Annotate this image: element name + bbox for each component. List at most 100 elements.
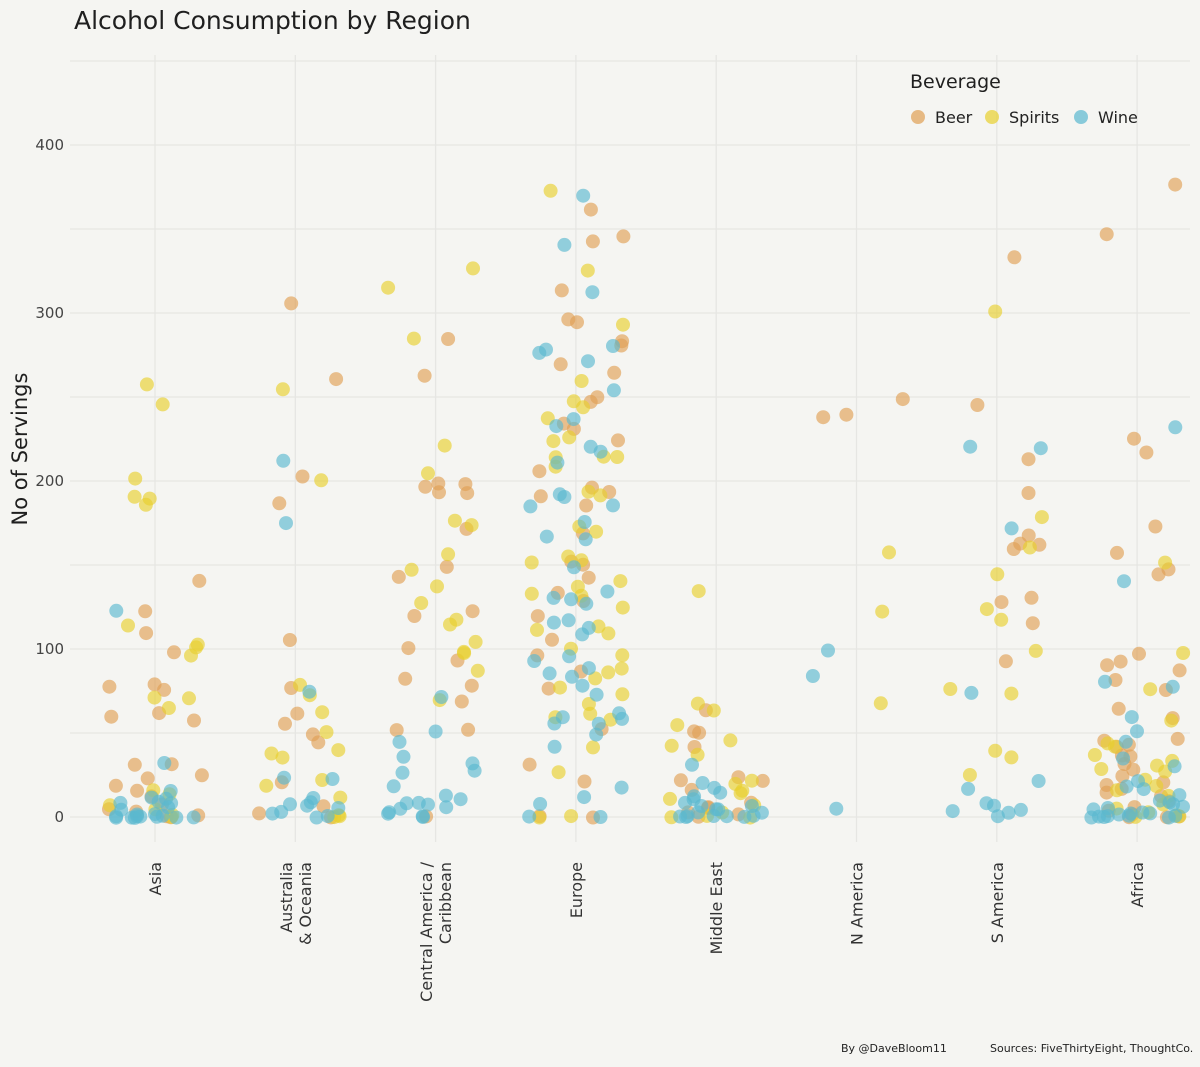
point-beer (130, 783, 145, 798)
point-wine (1124, 710, 1139, 725)
point-spirits (447, 513, 462, 528)
point-wine (386, 779, 401, 794)
point-beer (1151, 567, 1166, 582)
point-wine (157, 756, 172, 770)
point-wine (1119, 779, 1134, 794)
point-wine (1116, 751, 1131, 766)
y-tick-label-3: 300 (35, 304, 64, 322)
point-wine (585, 285, 600, 300)
point-beer (1148, 519, 1163, 534)
point-beer (282, 633, 297, 647)
point-beer (464, 678, 479, 693)
point-spirits (564, 809, 579, 824)
legend-item-beer[interactable]: Beer (911, 108, 973, 127)
point-wine (1165, 679, 1180, 694)
point-spirits (580, 263, 595, 278)
point-spirits (443, 617, 457, 632)
point-beer (530, 609, 545, 624)
point-spirits (586, 740, 600, 755)
point-spirits (182, 691, 196, 706)
point-wine (532, 345, 547, 360)
caption-sources: Sources: FiveThirtyEight, ThoughtCo. (990, 1042, 1193, 1055)
point-beer (692, 725, 707, 740)
point-wine (606, 498, 620, 513)
point-wine (591, 716, 606, 731)
point-spirits (664, 738, 679, 753)
point-beer (554, 283, 569, 298)
point-spirits (430, 579, 444, 594)
point-wine (1176, 799, 1190, 814)
point-wine (439, 800, 454, 815)
point-beer (1127, 431, 1141, 446)
point-spirits (663, 791, 677, 806)
point-wine (1100, 809, 1115, 824)
legend-item-spirits[interactable]: Spirits (985, 108, 1059, 127)
point-spirits (576, 400, 591, 415)
point-spirits (551, 765, 566, 780)
point-wine (302, 684, 317, 699)
point-wine (1117, 574, 1131, 589)
point-wine (737, 809, 752, 824)
point-wine (593, 810, 608, 824)
point-beer (994, 595, 1009, 610)
point-beer (1007, 250, 1022, 265)
point-beer (407, 609, 422, 623)
point-wine (325, 772, 340, 786)
point-beer (104, 709, 119, 724)
point-spirits (601, 626, 616, 641)
point-wine (434, 690, 449, 704)
point-spirits (184, 648, 198, 663)
point-beer (441, 332, 456, 346)
point-spirits (589, 524, 604, 539)
point-wine (550, 455, 565, 470)
point-spirits (691, 584, 706, 599)
point-spirits (532, 810, 547, 825)
point-wine (557, 490, 572, 504)
point-wine (547, 739, 562, 754)
point-wine (964, 685, 979, 700)
y-axis: 0 100 200 300 400 (35, 136, 64, 826)
legend-item-wine[interactable]: Wine (1074, 108, 1138, 127)
point-beer (252, 806, 267, 821)
x-tick-label-2: Central America /Caribbean (417, 861, 455, 1001)
point-spirits (561, 549, 576, 564)
point-spirits (421, 466, 435, 481)
point-beer (272, 496, 287, 511)
point-beer (616, 229, 631, 244)
point-spirits (381, 280, 396, 295)
point-spirits (581, 484, 596, 499)
point-spirits (882, 545, 896, 560)
legend[interactable]: Beverage Beer Spirits Wine (910, 71, 1138, 127)
x-tick-label-7: Africa (1128, 862, 1147, 908)
point-beer (1024, 590, 1039, 605)
x-tick-label-line: S America (988, 862, 1007, 943)
point-beer (607, 365, 622, 380)
x-tick-label-line: Africa (1128, 862, 1147, 908)
point-spirits (690, 696, 705, 711)
point-beer (561, 312, 576, 327)
x-tick-label-5: N America (848, 862, 867, 945)
point-beer (1110, 545, 1124, 560)
point-spirits (979, 602, 994, 617)
series-spirits (102, 183, 1191, 825)
point-beer (329, 372, 344, 387)
point-spirits (128, 471, 143, 486)
point-wine (565, 669, 579, 684)
point-beer (305, 727, 320, 742)
point-beer (581, 570, 596, 585)
legend-swatch (1074, 110, 1088, 124)
point-beer (1113, 654, 1128, 669)
point-spirits (574, 374, 589, 388)
point-wine (279, 516, 293, 531)
point-wine (829, 801, 844, 816)
point-beer (1021, 452, 1036, 467)
point-spirits (275, 382, 290, 397)
point-wine (706, 809, 721, 823)
point-wine (987, 798, 1001, 813)
point-wine (600, 584, 615, 599)
point-spirits (733, 786, 748, 801)
point-wine (381, 806, 396, 821)
point-wine (265, 806, 280, 821)
point-beer (439, 559, 454, 574)
point-beer (127, 757, 142, 772)
